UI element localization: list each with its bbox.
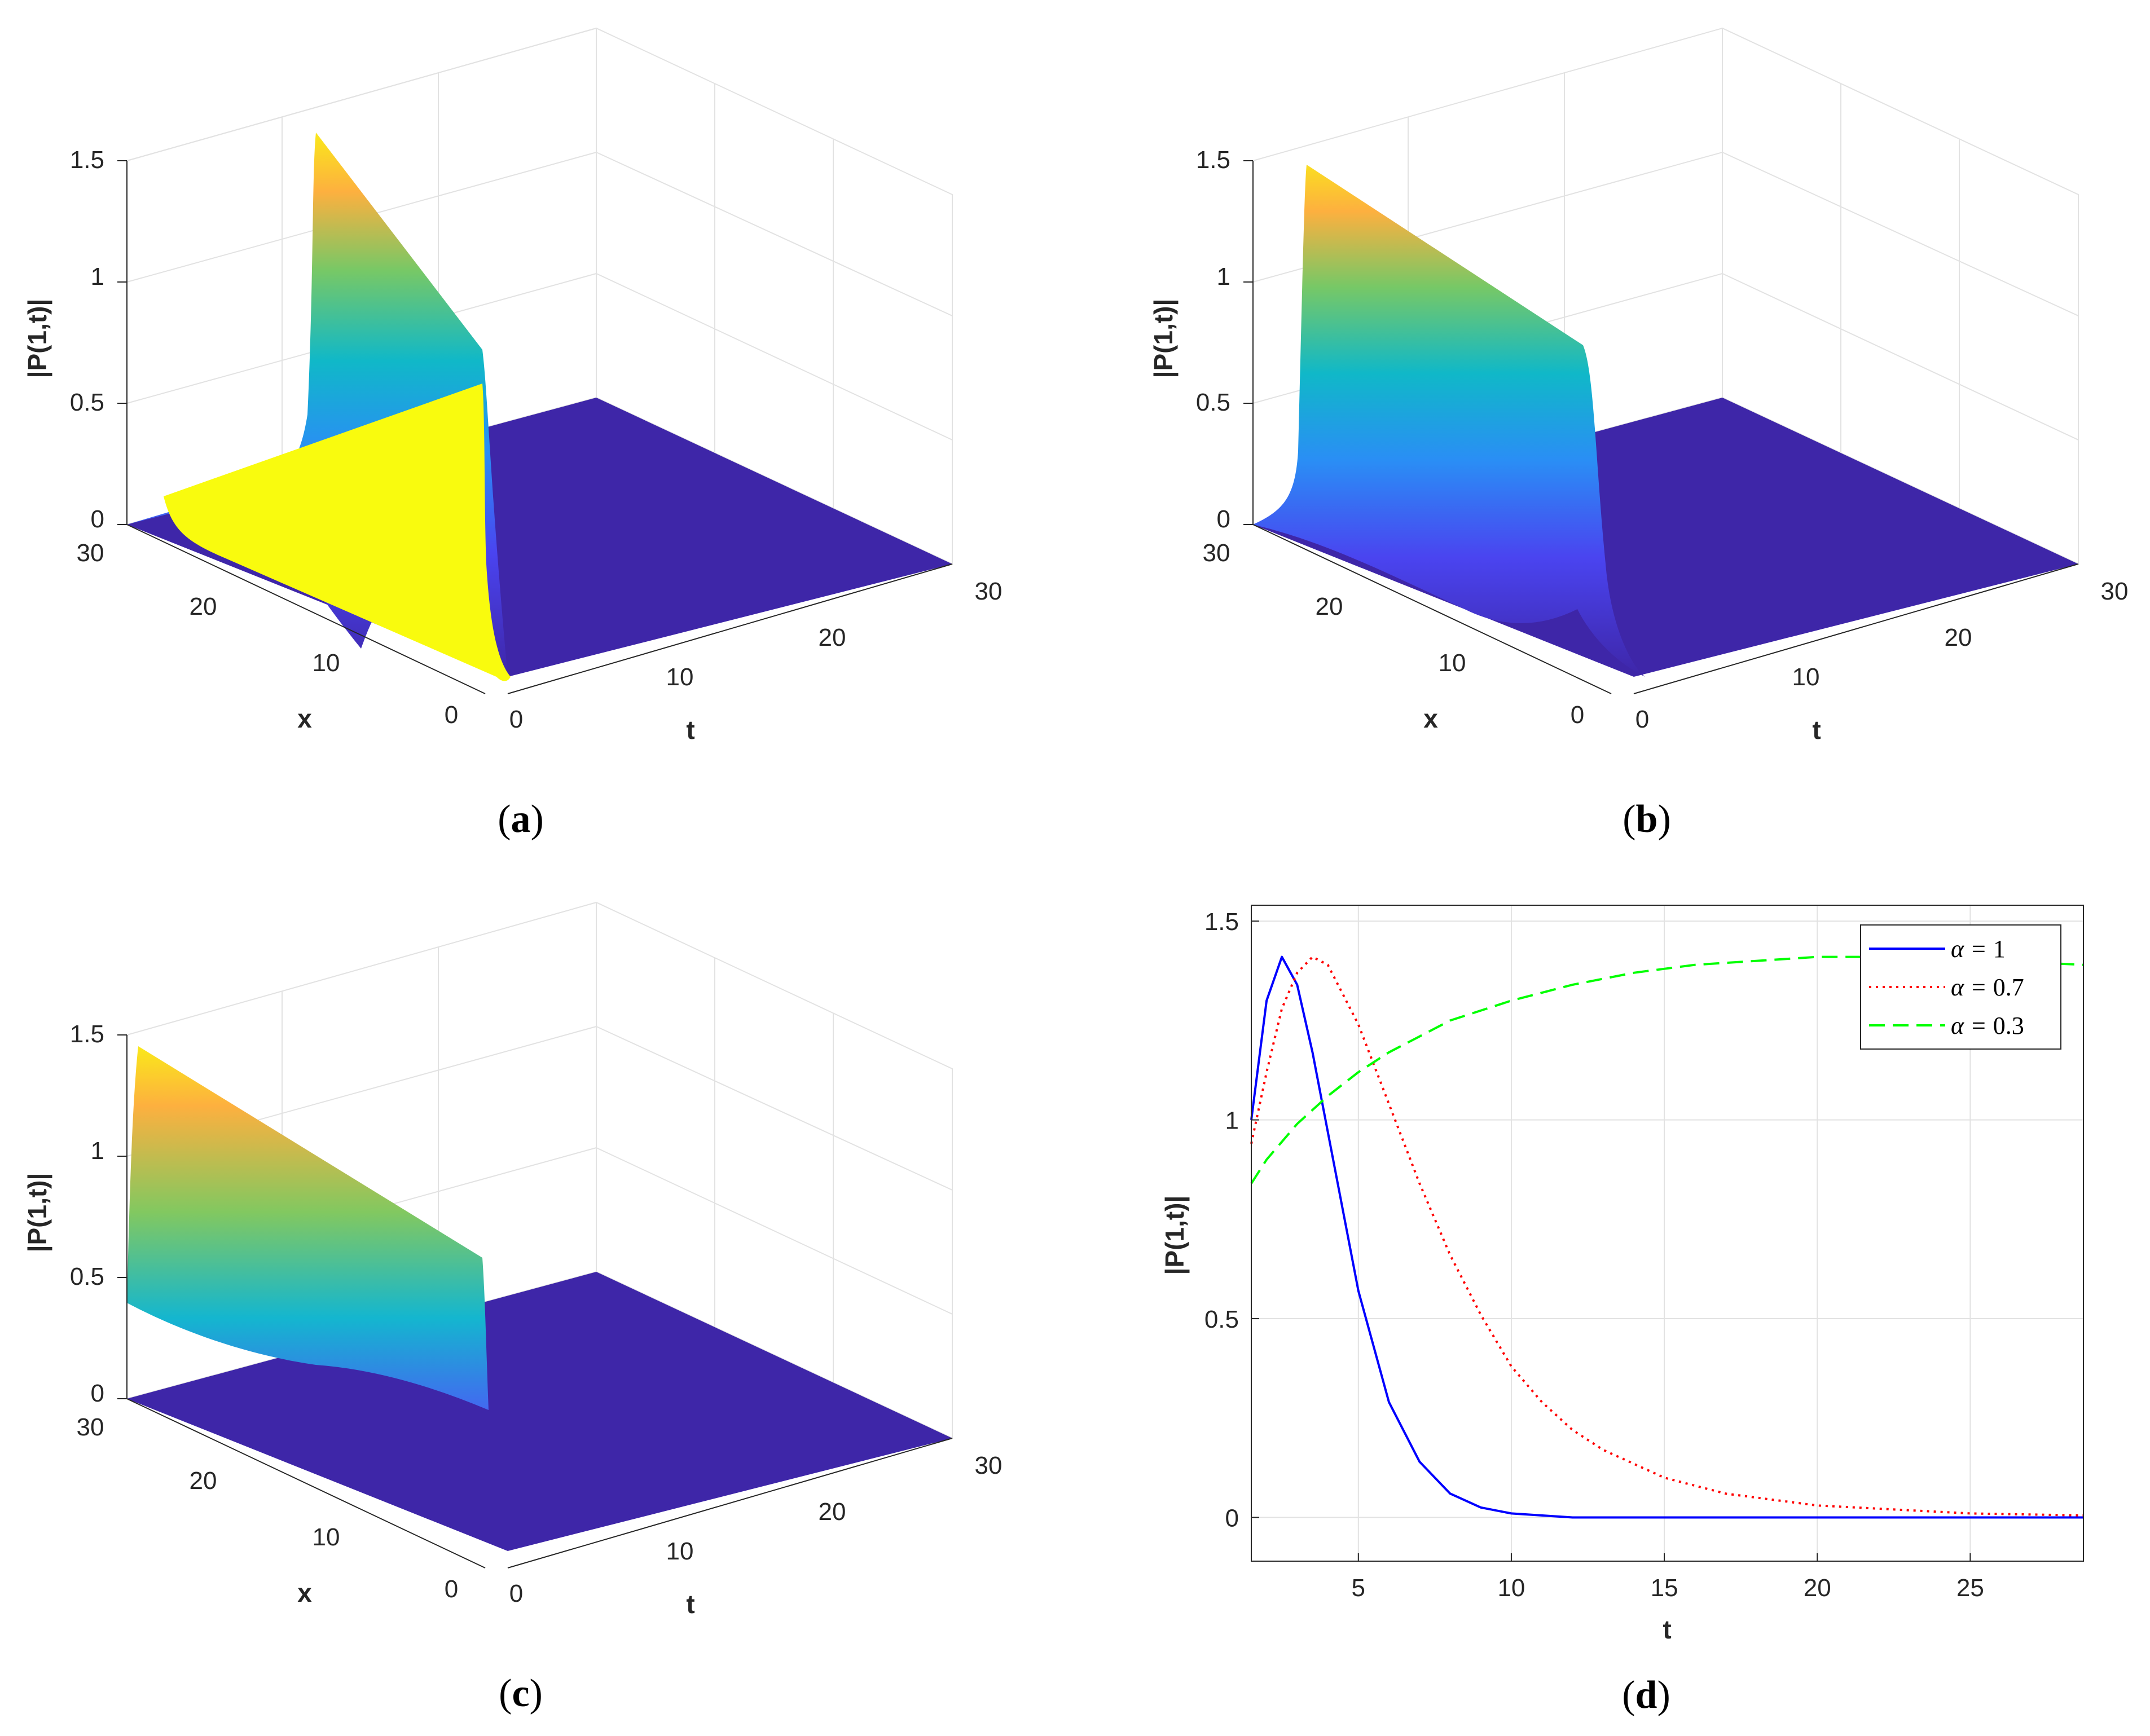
panel-c-x-tick: 20	[190, 1467, 217, 1495]
y-tick-label: 0	[1225, 1504, 1239, 1532]
panel-a-z-label: |P(1,t)|	[23, 299, 52, 378]
panel-d-grid	[1251, 905, 2083, 1561]
panel-b-t-tick: 10	[1792, 663, 1820, 691]
panel-b-t-label: t	[1812, 715, 1821, 744]
panel-b-x-tick: 20	[1316, 593, 1343, 620]
panel-c-z-label: |P(1,t)|	[23, 1173, 52, 1253]
panel-a-x-tick: 30	[77, 539, 104, 567]
panel-b-x-tick: 0	[1571, 701, 1584, 729]
panel-c-x-tick: 10	[313, 1523, 340, 1551]
panel-b: 1.5 1 0.5 0 30 20 10 0 0 10 20 30 x t |P…	[1149, 27, 2129, 841]
panel-c-t-tick: 30	[975, 1452, 1003, 1479]
panel-a-t-tick: 10	[666, 663, 694, 691]
panel-c-z-tick: 0	[91, 1380, 104, 1407]
x-tick-label: 10	[1497, 1574, 1525, 1602]
panel-a-x-label: x	[297, 704, 312, 733]
panel-c-front-slope	[164, 384, 511, 681]
panel-c-x-label: x	[297, 1578, 312, 1607]
x-tick-label: 5	[1352, 1574, 1365, 1602]
panel-b-ticks: 1.5 1 0.5 0 30 20 10 0 0 10 20 30	[1196, 146, 2129, 733]
panel-b-t-tick: 20	[1945, 624, 1972, 651]
panel-c-x-tick: 30	[77, 1413, 104, 1441]
panel-a-t-label: t	[686, 715, 694, 744]
panel-b-t-tick: 30	[2101, 578, 2129, 605]
panel-c-surface	[127, 384, 952, 1551]
panel-b-z-tick: 1.5	[1196, 146, 1230, 174]
panel-c-caption: (c)	[499, 1672, 543, 1715]
panel-a-z-tick: 0.5	[70, 389, 104, 416]
panel-b-t-tick: 0	[1635, 706, 1649, 733]
panel-c-t-label: t	[686, 1589, 694, 1619]
panel-a-caption: (a)	[498, 797, 544, 841]
panel-c-z-tick: 1	[91, 1137, 104, 1165]
x-tick-label: 20	[1804, 1574, 1831, 1602]
panel-b-ridge	[1253, 165, 1645, 677]
legend-label-alpha-0-7: α = 0.7	[1951, 973, 2024, 1001]
panel-a-surface	[127, 133, 952, 677]
y-tick-label: 1.5	[1204, 908, 1239, 936]
panel-c: 1.5 1 0.5 0 30 20 10 0 0 10 20 30 x t |P…	[23, 384, 1002, 1715]
legend-label-alpha-1: α = 1	[1951, 935, 2006, 963]
panel-b-z-tick: 0.5	[1196, 389, 1230, 416]
panel-b-caption: (b)	[1623, 797, 1671, 841]
panel-c-ridge	[127, 1046, 489, 1410]
legend-label-alpha-0-3: α = 0.3	[1951, 1012, 2024, 1039]
panel-c-t-tick: 0	[509, 1580, 523, 1607]
panel-c-x-tick: 0	[445, 1575, 458, 1603]
panel-a-t-tick: 20	[819, 624, 846, 651]
panel-b-z-label: |P(1,t)|	[1149, 299, 1178, 378]
panel-b-floor	[1253, 398, 2078, 677]
panel-b-x-tick: 30	[1203, 539, 1230, 567]
panel-a-ticks: 1.5 1 0.5 0 30 20 10 0 0 10 20 30	[70, 146, 1003, 733]
panel-a-x-tick: 0	[445, 701, 458, 729]
panel-c-z-tick: 1.5	[70, 1020, 104, 1048]
panel-a-z-tick: 0	[91, 505, 104, 533]
panel-d-legend: α = 1 α = 0.7 α = 0.3	[1860, 924, 2061, 1050]
panel-b-z-tick: 1	[1217, 263, 1230, 290]
panel-b-x-label: x	[1423, 704, 1438, 733]
series-line-alpha-0-3	[1250, 955, 2084, 1184]
panel-c-floor	[127, 1272, 952, 1551]
y-tick-label: 1	[1225, 1107, 1239, 1135]
panel-d-caption: (d)	[1622, 1673, 1670, 1717]
panel-b-axes	[1243, 160, 2079, 694]
panel-a-x-tick: 10	[313, 649, 340, 677]
panel-c-t-tick: 20	[819, 1498, 846, 1526]
panel-d-x-label: t	[1663, 1615, 1671, 1644]
y-tick-label: 0.5	[1204, 1306, 1239, 1333]
panel-d-ticks: 5 10 15 20 25 0 0.5 1 1.5	[1204, 908, 1984, 1602]
panel-b-x-tick: 10	[1439, 649, 1466, 677]
panel-d-series	[1250, 955, 2084, 1519]
panel-b-z-tick: 0	[1217, 505, 1230, 533]
panel-d-frame	[1251, 905, 2084, 1562]
panel-c-z-tick: 0.5	[70, 1263, 104, 1290]
panel-c-ticks: 1.5 1 0.5 0 30 20 10 0 0 10 20 30	[70, 1020, 1003, 1607]
panel-d-y-label: |P(1,t)|	[1160, 1196, 1189, 1275]
panel-a-axes	[117, 160, 953, 694]
panel-a-z-tick: 1	[91, 263, 104, 290]
panel-a-t-tick: 30	[975, 578, 1003, 605]
panel-c-t-tick: 10	[666, 1537, 694, 1565]
panel-a-x-tick: 20	[190, 593, 217, 620]
x-tick-label: 15	[1651, 1574, 1678, 1602]
panel-d: 5 10 15 20 25 0 0.5 1 1.5 t |P(1,t)| α = 1 α = 0…	[1160, 905, 2084, 1717]
panel-b-surface	[1253, 165, 2078, 677]
panel-a: 1.5 1 0.5 0 30 20 10 0 0 10 20 30 x t |P…	[23, 27, 1003, 841]
panel-a-z-tick: 1.5	[70, 146, 104, 174]
series-line-alpha-1	[1250, 955, 2083, 1519]
panel-c-axes	[117, 1034, 953, 1568]
legend-box	[1860, 924, 2061, 1050]
x-tick-label: 25	[1956, 1574, 1984, 1602]
panel-a-t-tick: 0	[509, 706, 523, 733]
